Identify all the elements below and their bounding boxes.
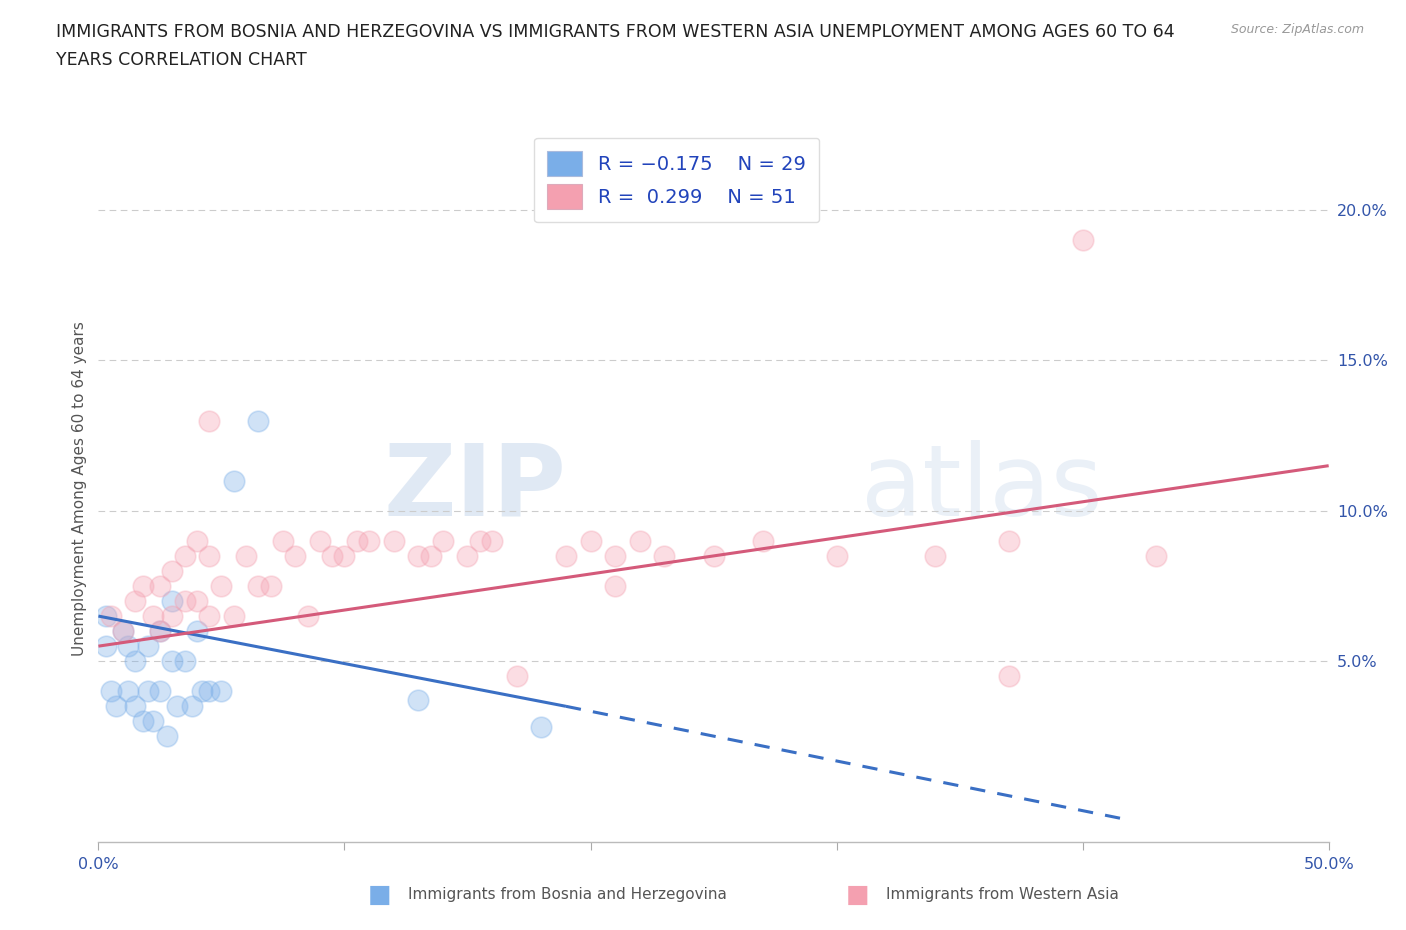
Point [100,684,122,698]
Point [142,714,165,729]
Text: ZIP: ZIP [382,440,567,537]
Point [247,578,270,593]
Point [149,578,172,593]
Point [235,549,257,564]
Point [530,720,553,735]
Point [555,549,578,564]
Point [628,534,651,549]
Y-axis label: Unemployment Among Ages 60 to 64 years: Unemployment Among Ages 60 to 64 years [72,321,87,656]
Point [132,714,155,729]
Point [284,549,307,564]
Point [998,534,1021,549]
Point [191,684,214,698]
Legend: R = −0.175    N = 29, R =  0.299    N = 51: R = −0.175 N = 29, R = 0.299 N = 51 [534,138,820,222]
Point [117,639,139,654]
Point [162,593,183,608]
Point [94,608,117,623]
Point [149,684,172,698]
Text: Immigrants from Bosnia and Herzegovina: Immigrants from Bosnia and Herzegovina [408,887,727,902]
Point [260,578,283,593]
Point [359,534,381,549]
Text: IMMIGRANTS FROM BOSNIA AND HERZEGOVINA VS IMMIGRANTS FROM WESTERN ASIA UNEMPLOYM: IMMIGRANTS FROM BOSNIA AND HERZEGOVINA V… [56,23,1175,41]
Text: Immigrants from Western Asia: Immigrants from Western Asia [886,887,1119,902]
Point [198,549,221,564]
Point [222,608,245,623]
Point [112,624,135,639]
Point [419,549,441,564]
Point [198,684,221,698]
Point [149,624,172,639]
Point [124,593,146,608]
Point [198,608,221,623]
Point [162,608,183,623]
Point [309,534,332,549]
Point [924,549,946,564]
Point [506,669,529,684]
Point [247,413,270,428]
Point [173,593,195,608]
Point [173,549,195,564]
Point [112,624,135,639]
Point [333,549,356,564]
Point [173,654,195,669]
Point [297,608,319,623]
Point [382,534,405,549]
Point [1071,232,1094,247]
Point [1144,549,1167,564]
Point [136,684,159,698]
Point [162,564,183,578]
Text: ■: ■ [846,883,869,907]
Point [654,549,676,564]
Text: atlas: atlas [860,440,1102,537]
Point [186,624,208,639]
Point [579,534,602,549]
Point [468,534,491,549]
Point [100,608,122,623]
Point [998,669,1021,684]
Point [222,473,245,488]
Point [198,413,221,428]
Text: Source: ZipAtlas.com: Source: ZipAtlas.com [1230,23,1364,36]
Point [703,549,725,564]
Point [271,534,294,549]
Point [186,593,208,608]
Point [104,698,127,713]
Text: ■: ■ [368,883,391,907]
Point [456,549,478,564]
Text: YEARS CORRELATION CHART: YEARS CORRELATION CHART [56,51,307,69]
Point [181,698,204,713]
Point [94,639,117,654]
Point [186,534,208,549]
Point [132,578,155,593]
Point [211,684,233,698]
Point [408,693,430,708]
Point [149,624,172,639]
Point [136,639,159,654]
Point [346,534,368,549]
Point [605,578,627,593]
Point [117,684,139,698]
Point [124,698,146,713]
Point [162,654,183,669]
Point [156,729,179,744]
Point [124,654,146,669]
Point [142,608,165,623]
Point [605,549,627,564]
Point [825,549,848,564]
Point [752,534,775,549]
Point [321,549,343,564]
Point [166,698,188,713]
Point [481,534,503,549]
Point [432,534,454,549]
Point [408,549,430,564]
Point [211,578,233,593]
